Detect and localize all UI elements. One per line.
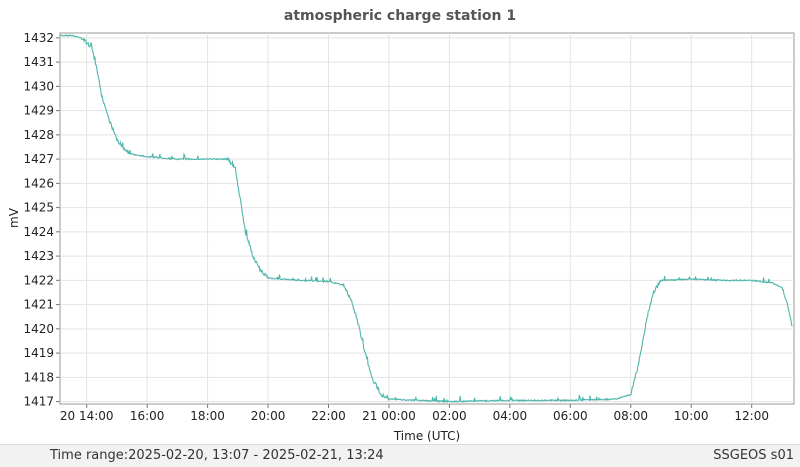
x-tick-label: 04:00 — [493, 409, 528, 423]
series-line — [59, 33, 793, 404]
y-tick-label: 1418 — [23, 370, 54, 384]
y-axis-label: mV — [7, 207, 21, 228]
x-tick-label: 08:00 — [613, 409, 648, 423]
x-tick-label: 18:00 — [190, 409, 225, 423]
station-id: SSGEOS s01 — [713, 448, 794, 463]
chart-title: atmospheric charge station 1 — [283, 8, 517, 24]
x-tick-label: 02:00 — [432, 409, 467, 423]
y-tick-label: 1417 — [23, 395, 54, 409]
y-tick-label: 1431 — [23, 55, 54, 69]
y-tick-label: 1425 — [23, 201, 54, 215]
y-tick-label: 1428 — [23, 128, 54, 142]
x-tick-label: 12:00 — [734, 409, 769, 423]
y-tick-label: 1419 — [23, 346, 54, 360]
x-tick-label: 06:00 — [553, 409, 588, 423]
y-tick-label: 1420 — [23, 322, 54, 336]
y-tick-label: 1432 — [23, 31, 54, 45]
x-axis-ticks: 20 14:00 16:00 18:00 20:00 22:00 21 00:00 02:0… — [60, 404, 769, 423]
x-tick-label: 22:00 — [311, 409, 346, 423]
x-axis-label: Time (UTC) — [393, 429, 460, 443]
time-range: Time range:2025-02-20, 13:07 - 2025-02-2… — [50, 448, 384, 463]
y-axis-ticks: 1417 1418 1419 1420 1421 1422 1423 1424 1425 1426… — [23, 31, 60, 409]
x-tick-label: 16:00 — [130, 409, 165, 423]
chart-plot: 1417 1418 1419 1420 1421 1422 1423 1424 1425 1426… — [7, 31, 795, 443]
time-range-label: Time range: — [50, 448, 129, 463]
y-tick-label: 1421 — [23, 298, 54, 312]
y-tick-label: 1423 — [23, 249, 54, 263]
time-range-value: 2025-02-20, 13:07 - 2025-02-21, 13:24 — [128, 448, 384, 463]
plot-area — [59, 32, 795, 405]
status-bar: Time range:2025-02-20, 13:07 - 2025-02-2… — [0, 444, 800, 467]
y-tick-label: 1427 — [23, 152, 54, 166]
x-tick-label: 20 14:00 — [60, 409, 114, 423]
y-tick-label: 1422 — [23, 273, 54, 287]
y-tick-label: 1429 — [23, 104, 54, 118]
x-tick-label: 10:00 — [674, 409, 709, 423]
x-tick-label: 21 00:00 — [362, 409, 416, 423]
grid-lines — [60, 33, 794, 404]
y-tick-label: 1430 — [23, 79, 54, 93]
x-tick-label: 20:00 — [251, 409, 286, 423]
y-tick-label: 1426 — [23, 176, 54, 190]
y-tick-label: 1424 — [23, 225, 54, 239]
